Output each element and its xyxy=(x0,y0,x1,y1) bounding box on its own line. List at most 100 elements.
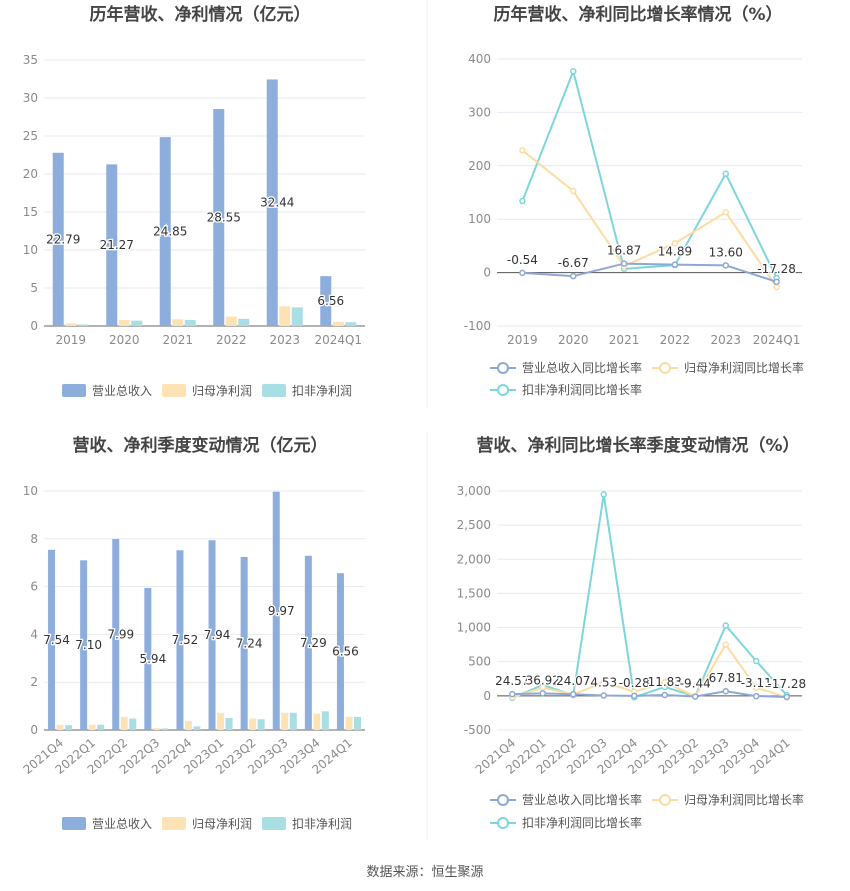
revenue-data-label: 7.52 xyxy=(172,633,199,647)
bar-net-profit xyxy=(313,713,321,730)
legend-label: 扣非净利润 xyxy=(292,384,352,398)
x-tick-label: 2024Q1 xyxy=(753,333,801,347)
revenue-data-label: 6.56 xyxy=(332,645,359,659)
legend-swatch xyxy=(162,384,186,397)
legend-item: 扣非净利润同比增长率 xyxy=(490,815,642,830)
series-line-net-profit-growth xyxy=(511,642,788,699)
bar-net-profit xyxy=(279,306,291,326)
data-point xyxy=(773,278,780,286)
legend-marker xyxy=(497,794,509,806)
legend-swatch xyxy=(62,817,86,830)
annual-growth-chart: 历年营收、净利同比增长率情况（%） -100 0 100 200 300 400 2019 20… xyxy=(464,4,804,397)
x-tick-label: 2020 xyxy=(558,333,589,347)
bar-net-profit xyxy=(56,724,64,730)
revenue-data-label: 22.79 xyxy=(46,232,80,246)
y-tick-label: 35 xyxy=(23,53,38,67)
legend-item: 扣非净利润 xyxy=(262,384,352,398)
bar-revenue xyxy=(106,164,118,326)
revenue-growth-data-label: -17.28 xyxy=(767,677,806,691)
bar-net-profit xyxy=(118,319,130,326)
x-tick-label: 2021 xyxy=(162,333,193,347)
legend-marker xyxy=(659,794,671,806)
chart-title: 营收、净利同比增长率季度变动情况（%） xyxy=(476,435,799,456)
y-tick-label: 8 xyxy=(30,532,38,546)
bar-net-profit xyxy=(345,716,353,730)
bar-revenue xyxy=(112,539,120,730)
bar-net-profit xyxy=(65,323,77,326)
legend-item: 营业总收入同比增长率 xyxy=(490,792,642,807)
bar-deducted-profit xyxy=(353,716,361,730)
legend-label: 归母净利润同比增长率 xyxy=(684,360,804,375)
chart-title: 历年营收、净利情况（亿元） xyxy=(90,4,311,25)
data-point xyxy=(722,622,729,629)
legend-label: 营业总收入 xyxy=(92,817,152,831)
x-tick-label: 2019 xyxy=(55,333,86,347)
y-tick-label: 2,000 xyxy=(457,552,491,566)
bar-deducted-profit xyxy=(321,711,329,730)
x-tick-label: 2020 xyxy=(109,333,140,347)
revenue-growth-data-label: -17.28 xyxy=(757,262,796,276)
bar-revenue xyxy=(176,550,184,730)
data-point xyxy=(570,187,577,195)
legend-label: 营业总收入同比增长率 xyxy=(522,360,642,375)
y-tick-label: 20 xyxy=(23,167,38,181)
bar-revenue xyxy=(320,276,332,326)
revenue-growth-data-label: 36.92 xyxy=(526,673,560,687)
bar-revenue xyxy=(159,137,171,326)
revenue-data-label: 7.94 xyxy=(204,628,231,642)
x-tick-label: 2024Q1 xyxy=(314,333,362,347)
data-point xyxy=(509,690,516,698)
legend-marker xyxy=(659,362,671,374)
x-tick-label: 2022 xyxy=(660,333,691,347)
bar-revenue xyxy=(213,109,225,327)
bar-deducted-profit xyxy=(97,724,105,730)
revenue-growth-data-label: -6.67 xyxy=(558,256,589,270)
data-point xyxy=(539,690,546,697)
x-tick-label: 2021 xyxy=(609,333,640,347)
revenue-data-label: 21.27 xyxy=(100,238,134,252)
y-tick-label: 2,500 xyxy=(457,518,491,532)
legend-label: 扣非净利润同比增长率 xyxy=(522,815,642,830)
legend-swatch xyxy=(262,384,286,397)
bar-revenue xyxy=(48,549,56,730)
revenue-data-label: 7.24 xyxy=(236,636,263,650)
legend-swatch xyxy=(162,817,186,830)
bar-net-profit xyxy=(120,716,128,730)
legend-label: 营业总收入 xyxy=(92,384,152,398)
revenue-data-label: 7.54 xyxy=(43,633,70,647)
legend-label: 归母净利润 xyxy=(192,817,252,831)
x-tick-label: 2023 xyxy=(710,333,741,347)
y-tick-label: 10 xyxy=(23,243,38,257)
data-point xyxy=(570,68,577,75)
bar-net-profit xyxy=(217,712,225,730)
data-source-footer: 数据来源：恒生聚源 xyxy=(366,865,483,880)
y-tick-label: 300 xyxy=(468,105,491,119)
y-tick-label: 6 xyxy=(30,580,38,594)
y-tick-label: 3,000 xyxy=(457,484,491,498)
revenue-growth-data-label: 4.53 xyxy=(590,676,617,690)
data-point xyxy=(600,692,607,699)
bar-revenue xyxy=(266,79,278,327)
revenue-growth-data-label: 13.60 xyxy=(709,245,743,259)
bar-revenue xyxy=(304,555,312,730)
bar-deducted-profit xyxy=(291,307,303,326)
bar-revenue xyxy=(52,152,64,326)
data-point xyxy=(570,690,577,698)
series-line-revenue-growth xyxy=(522,262,777,283)
bar-net-profit xyxy=(332,321,344,326)
quarterly-amounts-chart: 营收、净利季度变动情况（亿元）02468102021Q42022Q12022Q2… xyxy=(20,435,365,831)
x-tick-label: 2023 xyxy=(269,333,300,347)
y-tick-label: 1,000 xyxy=(457,621,491,635)
revenue-data-label: 7.29 xyxy=(300,636,327,650)
data-point xyxy=(570,272,577,280)
revenue-data-label: 7.10 xyxy=(75,638,102,652)
legend-item: 扣非净利润 xyxy=(262,817,352,831)
revenue-data-label: 5.94 xyxy=(139,652,166,666)
bar-deducted-profit xyxy=(161,728,169,730)
data-point xyxy=(753,692,760,700)
data-point xyxy=(722,209,729,216)
bar-net-profit xyxy=(281,712,289,730)
revenue-growth-data-label: -0.54 xyxy=(507,253,538,267)
quarterly-growth-chart: 营收、净利同比增长率季度变动情况（%） -500 0 500 1,000 1,500 2,0… xyxy=(457,435,808,830)
